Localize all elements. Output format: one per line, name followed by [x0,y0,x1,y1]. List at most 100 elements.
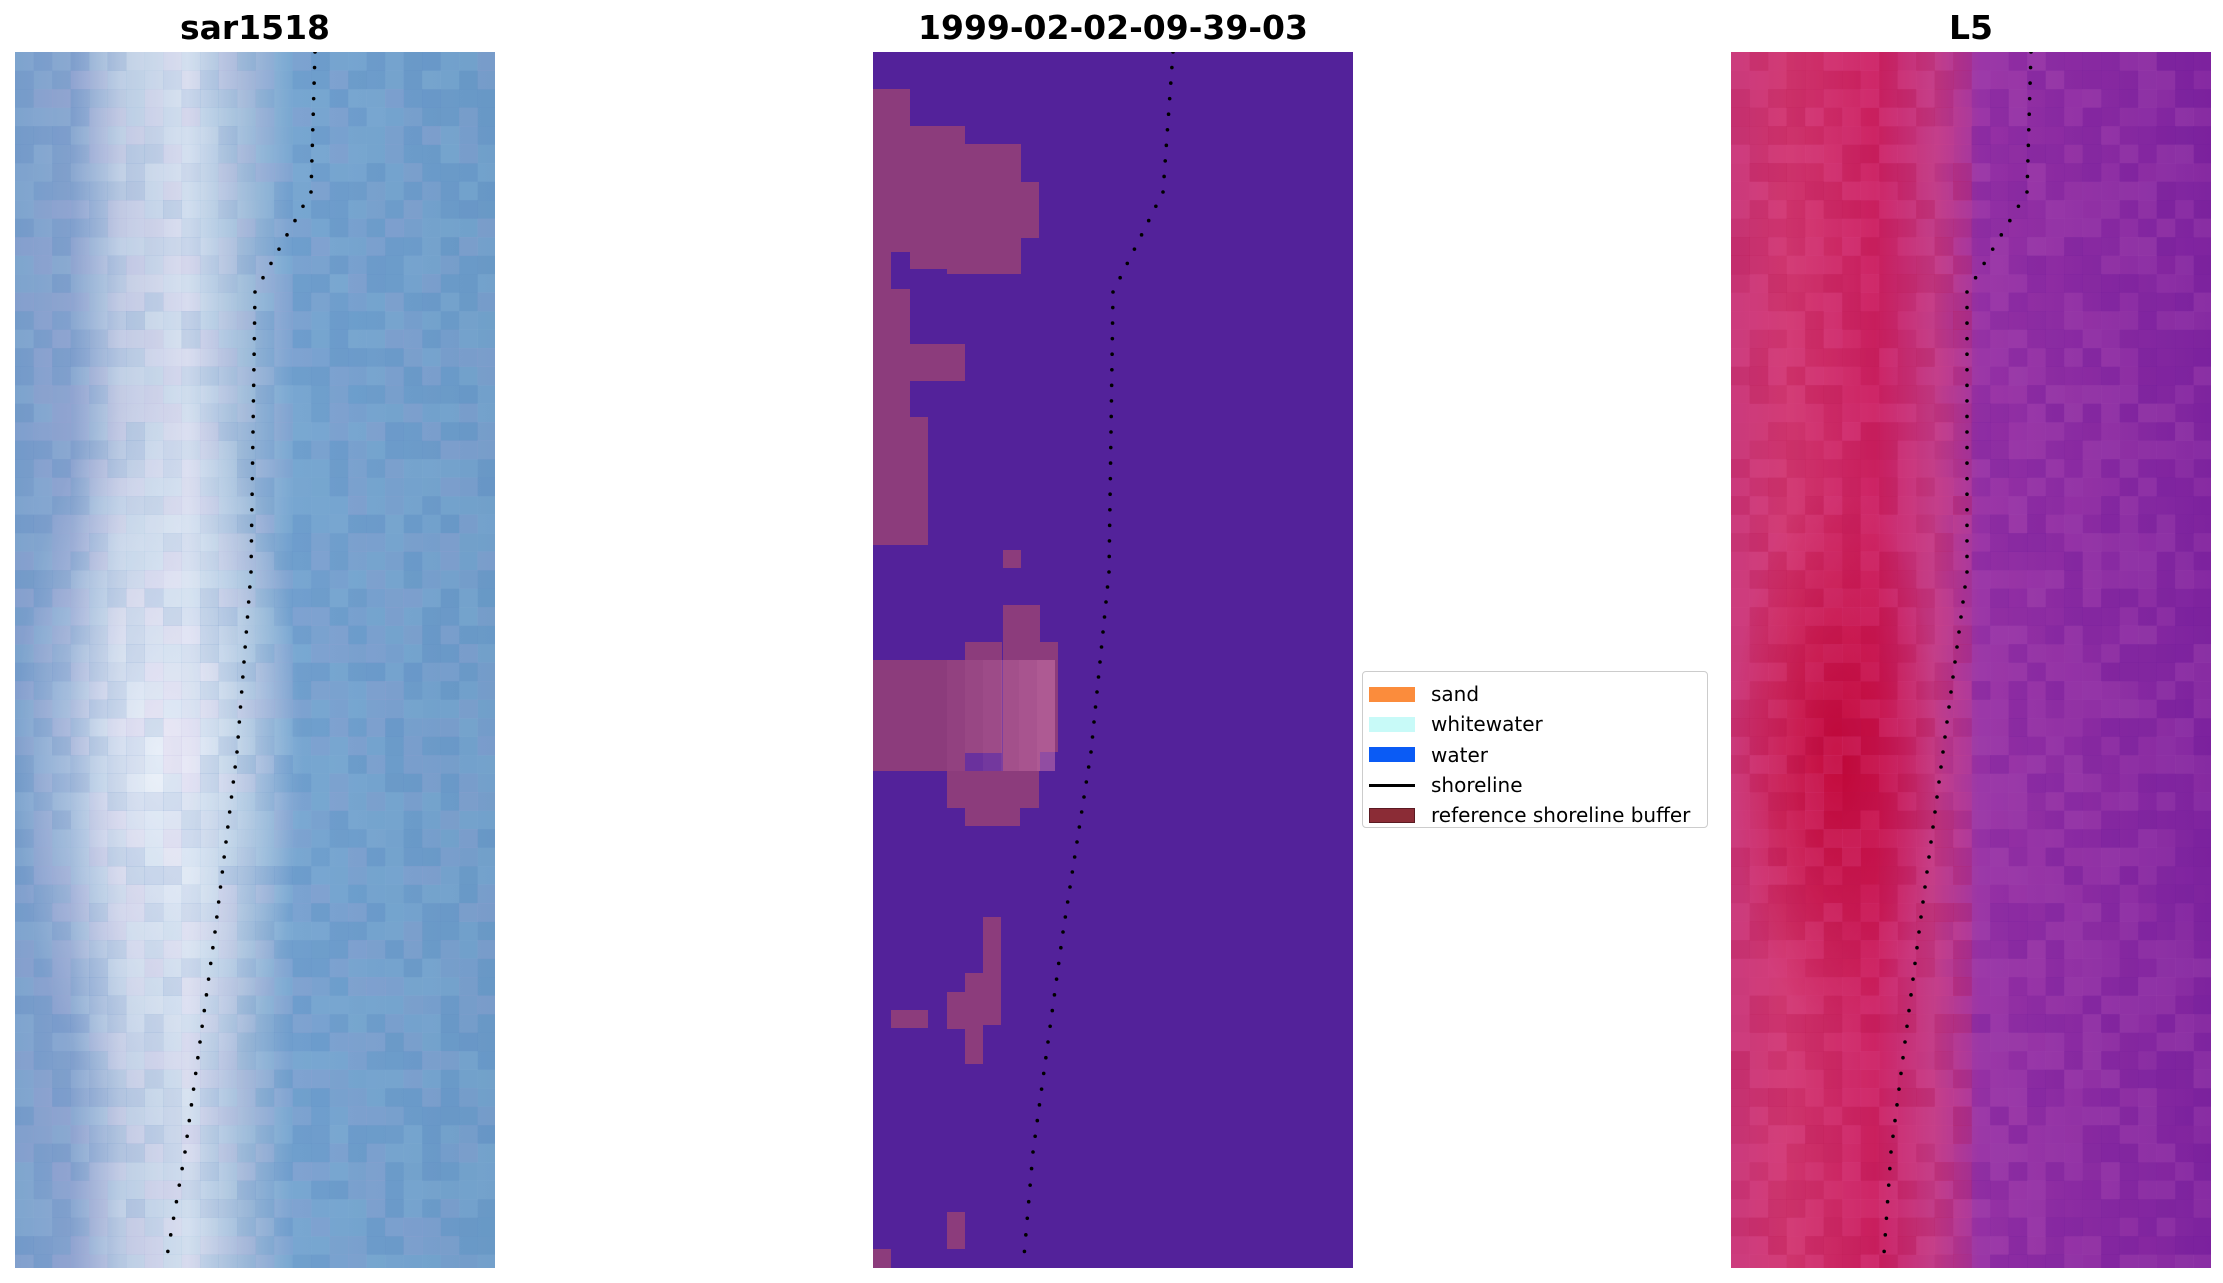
pixel-cell [2138,292,2157,312]
pixel-cell [2156,1236,2176,1255]
pixel-cell [144,1217,164,1237]
pixel-cell [126,718,145,737]
pixel-cell [1731,1199,1750,1218]
pixel-cell [274,440,293,460]
pixel-cell [2082,459,2102,478]
pixel-cell [15,1014,34,1033]
pixel-cell [1879,366,1898,386]
shoreline-dot [1061,930,1065,934]
shoreline-dot [1165,127,1170,132]
pixel-cell [1842,144,1861,164]
pixel-cell [2193,218,2211,238]
pixel-cell [385,366,404,386]
pixel-cell [2175,1032,2194,1052]
shoreline-dot [1937,780,1941,784]
pixel-cell [1916,107,1935,127]
pixel-cell [1953,1254,1972,1268]
pixel-cell [459,1125,478,1144]
pixel-cell [2119,699,2139,719]
pixel-cell [33,625,53,645]
pixel-cell [144,755,164,774]
pixel-cell [1934,1143,1954,1163]
pixel-cell [1860,1032,1880,1052]
pixel-cell [1897,89,1917,108]
shoreline-dot [2027,96,2032,101]
pixel-cell [15,107,34,127]
pixel-cell [2082,829,2102,848]
pixel-cell [52,736,71,756]
pixel-cell [1897,144,1917,164]
pixel-cell [1934,255,1954,275]
pixel-cell [163,255,182,275]
pixel-cell [181,644,201,663]
pixel-cell [200,403,219,423]
legend-label-shoreline: shoreline [1431,773,1523,798]
sand-swatch [1369,686,1415,702]
pixel-cell [477,237,495,256]
pixel-cell [126,496,145,515]
pixel-cell [1749,921,1769,941]
pixel-cell [200,718,219,737]
pixel-cell [1731,607,1750,626]
pixel-cell [89,662,108,682]
pixel-cell [2064,1125,2083,1144]
pixel-cell [126,385,145,404]
pixel-cell [1934,440,1954,460]
pixel-cell [1879,1199,1898,1218]
pixel-cell [1842,903,1861,922]
shoreline-dot [215,915,219,919]
pixel-cell [1768,1106,1787,1126]
pixel-cell [2101,829,2120,848]
pixel-cell [2045,385,2065,404]
pixel-cell [218,792,238,811]
pixel-cell [89,1014,108,1033]
pixel-cell [144,773,164,793]
pixel-cell [329,163,349,182]
pixel-cell [1860,1125,1880,1144]
shoreline-dot [196,1055,200,1060]
shoreline-dot [1923,885,1927,889]
pixel-cell [2119,570,2139,589]
pixel-cell [422,440,441,460]
pixel-cell [1842,163,1861,182]
pixel-cell [1879,163,1898,182]
pixel-cell [1916,977,1935,996]
pixel-cell [440,218,460,238]
pixel-cell [1916,884,1935,904]
pixel-cell [1990,70,2009,90]
pixel-cell [2045,348,2065,367]
pixel-cell [2027,718,2046,737]
pixel-cell [1805,70,1824,90]
pixel-cell [1731,792,1750,811]
shoreline-dot [236,735,240,739]
pixel-cell [311,903,330,922]
pixel-cell [385,52,404,71]
shoreline-dot [1943,735,1947,739]
pixel-cell [107,570,127,589]
pixel-cell [1916,52,1935,71]
pixel-cell [2119,718,2139,737]
pixel-cell [1897,237,1917,256]
pixel-cell [2101,218,2120,238]
pixel-cell [1749,1199,1769,1218]
pixel-cell [200,477,219,497]
pixel-cell [126,773,145,793]
pixel-cell [107,422,127,441]
pixel-cell [1916,607,1935,626]
pixel-cell [237,810,256,830]
pixel-cell [477,144,495,164]
pixel-cell [255,181,275,201]
pixel-cell [89,607,108,626]
pixel-cell [181,496,201,515]
pixel-cell [1990,1199,2009,1218]
pixel-cell [1786,237,1806,256]
pixel-cell [2175,126,2194,145]
pixel-cell [2064,403,2083,423]
pixel-cell [274,810,293,830]
pixel-cell [1897,107,1917,127]
shoreline-dot [1895,1103,1899,1107]
pixel-cell [2101,52,2120,71]
pixel-cell [200,1088,219,1107]
pixel-cell [1768,89,1787,108]
pixel-cell [2175,866,2194,885]
